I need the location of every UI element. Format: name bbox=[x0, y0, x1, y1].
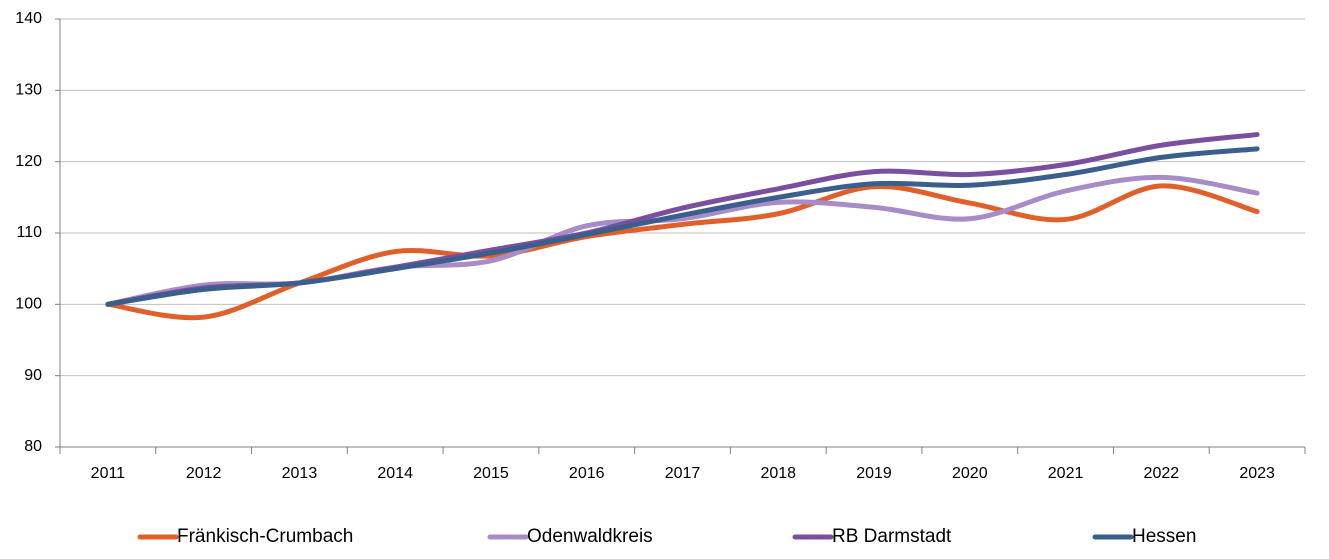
x-tick-label: 2016 bbox=[569, 465, 605, 482]
y-tick-label: 120 bbox=[15, 153, 42, 170]
x-tick-label: 2021 bbox=[1048, 465, 1084, 482]
y-tick-label: 100 bbox=[15, 296, 42, 313]
x-tick-label: 2020 bbox=[952, 465, 988, 482]
x-tick-label: 2018 bbox=[760, 465, 796, 482]
x-tick-label: 2019 bbox=[856, 465, 892, 482]
y-tick-label: 130 bbox=[15, 82, 42, 99]
y-tick-label: 90 bbox=[24, 367, 42, 384]
legend-label: RB Darmstadt bbox=[832, 526, 952, 547]
legend-label: Hessen bbox=[1132, 526, 1196, 547]
x-tick-label: 2015 bbox=[473, 465, 509, 482]
x-tick-label: 2013 bbox=[282, 465, 318, 482]
x-tick-label: 2023 bbox=[1239, 465, 1275, 482]
y-tick-label: 110 bbox=[16, 224, 42, 241]
x-tick-label: 2017 bbox=[665, 465, 701, 482]
series-line bbox=[105, 146, 1260, 307]
legend-label: Fränkisch-Crumbach bbox=[177, 526, 353, 547]
x-tick-label: 2012 bbox=[186, 465, 222, 482]
y-tick-label: 140 bbox=[15, 10, 42, 27]
x-tick-label: 2011 bbox=[91, 465, 126, 482]
x-tick-label: 2014 bbox=[377, 465, 413, 482]
legend-label: Odenwaldkreis bbox=[527, 526, 653, 547]
x-tick-label: 2022 bbox=[1144, 465, 1180, 482]
y-tick-label: 80 bbox=[24, 438, 42, 455]
